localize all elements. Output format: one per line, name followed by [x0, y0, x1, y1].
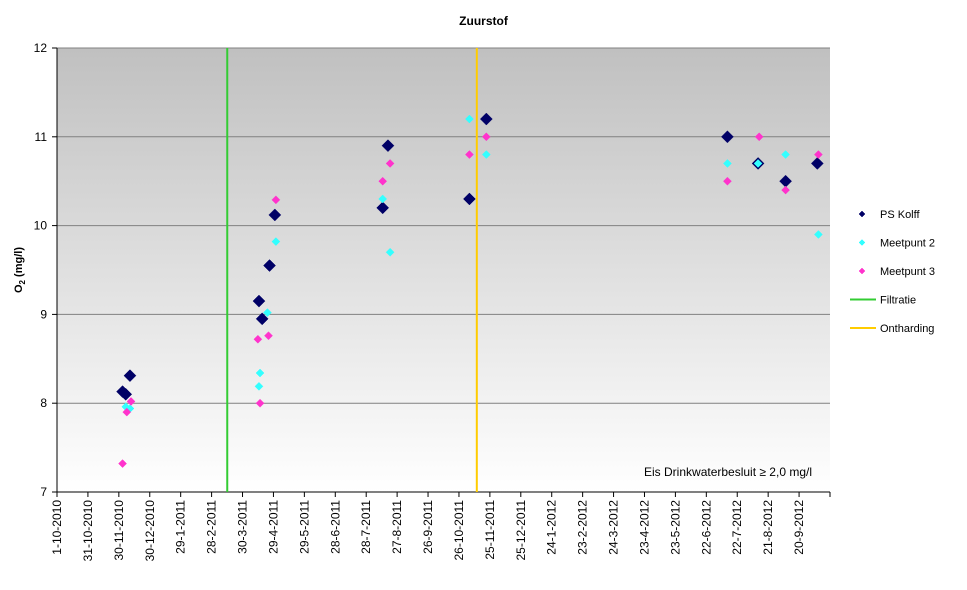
x-tick-label: 30-3-2011: [236, 500, 250, 554]
data-point: [264, 331, 273, 341]
legend-marker: [858, 239, 866, 246]
legend-label: Ontharding: [880, 323, 934, 335]
data-point: [479, 112, 493, 126]
y-tick-label: 7: [40, 485, 47, 499]
x-tick-label: 22-6-2012: [699, 500, 713, 555]
data-point: [271, 237, 281, 246]
x-tick-label: 21-8-2012: [761, 500, 775, 555]
x-tick-label: 28-6-2011: [328, 500, 342, 554]
x-tick-label: 30-12-2010: [143, 500, 157, 562]
data-point: [381, 139, 395, 153]
x-tick-label: 20-9-2012: [792, 500, 806, 555]
data-point: [463, 192, 476, 206]
data-point: [254, 381, 264, 391]
data-point: [465, 114, 474, 124]
x-tick-label: 24-3-2012: [607, 500, 621, 555]
data-point: [814, 150, 823, 159]
data-point: [481, 150, 491, 159]
data-point: [263, 308, 272, 317]
y-tick-label: 8: [40, 396, 47, 410]
x-tick-label: 31-10-2010: [81, 500, 95, 562]
legend-marker: [858, 267, 866, 275]
data-point: [255, 398, 265, 408]
data-point: [385, 159, 395, 168]
x-tick-label: 23-5-2012: [668, 500, 682, 555]
y-tick-label: 9: [40, 307, 47, 321]
annotation-text: Eis Drinkwaterbesluit ≥ 2,0 mg/l: [644, 465, 812, 479]
data-point: [122, 407, 132, 417]
data-point: [271, 195, 281, 205]
data-point: [481, 132, 491, 142]
legend-label: Filtratie: [880, 295, 916, 307]
legend-label: PS Kolff: [880, 209, 920, 221]
x-tick-label: 23-4-2012: [637, 500, 651, 555]
data-point: [118, 459, 127, 468]
chart-title: Zuurstof: [459, 14, 508, 28]
y-tick-label: 12: [34, 41, 48, 55]
x-tick-label: 1-10-2010: [50, 500, 64, 555]
data-point: [119, 387, 133, 401]
data-point: [465, 150, 474, 159]
data-point: [781, 150, 790, 159]
data-point: [723, 176, 732, 186]
y-axis-label: O2 (mg/l): [13, 247, 27, 293]
data-point: [376, 201, 390, 215]
x-tick-label: 22-7-2012: [730, 500, 744, 555]
x-tick-label: 28-7-2011: [359, 500, 373, 554]
x-tick-label: 25-11-2011: [483, 500, 497, 560]
x-tick-label: 29-5-2011: [297, 500, 311, 554]
data-point: [810, 157, 824, 170]
legend-label: Meetpunt 3: [880, 266, 935, 278]
data-point: [814, 230, 823, 239]
x-tick-label: 24-1-2012: [545, 500, 559, 555]
y-tick-label: 11: [35, 130, 48, 144]
x-tick-label: 29-4-2011: [266, 500, 280, 554]
data-point: [781, 185, 790, 195]
x-tick-label: 29-1-2011: [174, 500, 188, 554]
x-tick-label: 26-9-2011: [421, 500, 435, 554]
data-point: [754, 132, 764, 142]
data-point: [268, 208, 282, 222]
x-tick-label: 25-12-2011: [514, 500, 528, 561]
legend-label: Meetpunt 2: [880, 238, 935, 250]
data-point: [378, 194, 388, 204]
y-tick-label: 10: [34, 219, 48, 233]
data-point: [255, 368, 265, 378]
data-point: [255, 312, 269, 326]
data-point: [723, 159, 732, 168]
x-tick-label: 30-11-2010: [112, 500, 126, 561]
x-tick-label: 26-10-2011: [452, 500, 466, 561]
data-point: [252, 294, 266, 308]
data-point: [263, 259, 276, 272]
data-point: [753, 159, 763, 168]
data-point: [721, 130, 734, 144]
x-tick-label: 28-2-2011: [205, 500, 219, 554]
data-point: [123, 369, 137, 383]
legend-marker: [858, 210, 866, 218]
data-point: [126, 397, 136, 406]
x-tick-label: 27-8-2011: [390, 500, 404, 554]
x-tick-label: 23-2-2012: [576, 500, 590, 555]
plot-area: [57, 48, 830, 492]
data-point: [253, 334, 263, 344]
data-point: [385, 247, 395, 257]
data-point: [378, 176, 388, 186]
